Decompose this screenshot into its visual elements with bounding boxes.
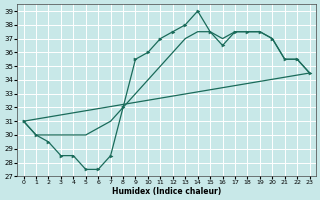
X-axis label: Humidex (Indice chaleur): Humidex (Indice chaleur) xyxy=(112,187,221,196)
